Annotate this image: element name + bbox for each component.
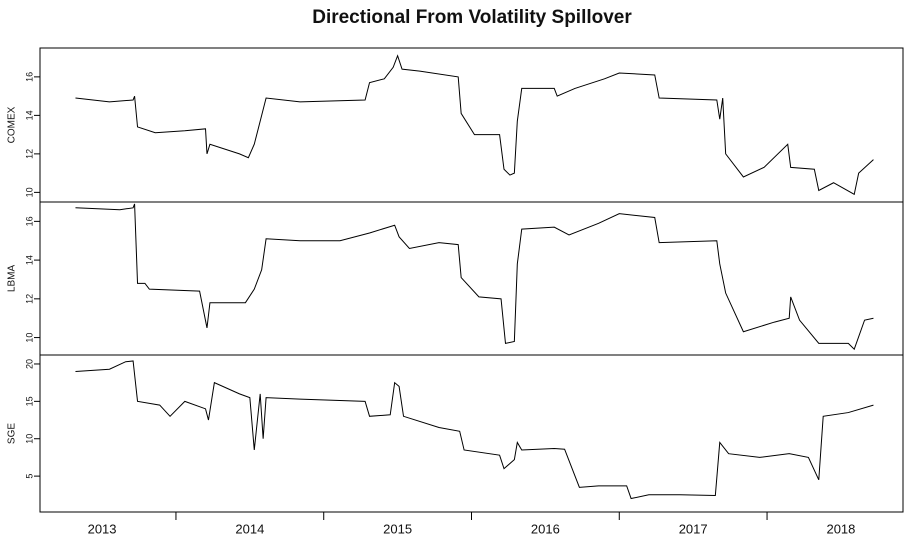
y-tick-label: 12 [24, 294, 34, 304]
x-tick-label: 2014 [235, 521, 264, 536]
x-tick-label: 2015 [383, 521, 412, 536]
y-tick-label: 10 [24, 333, 34, 343]
y-tick-label: 14 [24, 255, 34, 265]
y-tick-label: 20 [24, 359, 34, 369]
panel-frame [39, 354, 904, 513]
y-tick-label: 10 [24, 187, 34, 197]
y-tick-label: 15 [24, 396, 34, 406]
y-tick-label: 16 [24, 216, 34, 226]
y-axis-label: LBMA [7, 265, 18, 293]
x-tick-label: 2018 [826, 521, 855, 536]
y-tick-label: 5 [24, 474, 34, 479]
x-tick-label: 2016 [531, 521, 560, 536]
y-axis-label: SGE [7, 423, 18, 444]
chart-title: Directional From Volatility Spillover [312, 7, 632, 28]
data-line [75, 203, 874, 351]
panel-frame [39, 47, 904, 203]
x-tick-label: 2017 [679, 521, 708, 536]
y-axis-label: COMEX [7, 106, 18, 143]
y-tick-label: 12 [24, 149, 34, 159]
x-tick-label: 2013 [88, 521, 117, 536]
panel-frame [39, 201, 904, 356]
data-line [75, 360, 874, 500]
data-line [75, 54, 874, 196]
y-tick-label: 14 [24, 110, 34, 120]
y-tick-label: 10 [24, 434, 34, 444]
y-tick-label: 16 [24, 72, 34, 82]
